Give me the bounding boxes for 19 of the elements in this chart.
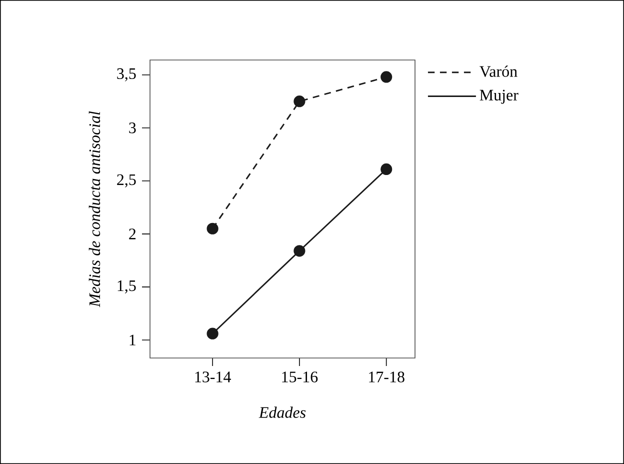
- legend-label: Mujer: [480, 90, 518, 104]
- y-tick-label: 3,5: [117, 68, 136, 82]
- y-tick-label: 3: [129, 122, 136, 134]
- y-tick-label: 1,5: [118, 280, 136, 294]
- legend-label: Varón: [480, 66, 518, 77]
- x-tick-label: 17-18: [369, 372, 404, 382]
- point: [380, 71, 392, 83]
- y-tick-label: 1: [130, 334, 136, 346]
- point: [206, 222, 218, 234]
- point: [294, 96, 306, 108]
- x-tick-label: 13-14: [195, 372, 231, 382]
- point: [380, 163, 392, 176]
- point: [206, 328, 218, 340]
- y-tick-label: 2: [129, 228, 136, 240]
- point: [294, 245, 306, 257]
- y-axis-title: Medias de conducta antisocial: [88, 111, 100, 308]
- x-tick-label: 15-16: [282, 372, 318, 382]
- x-axis-title: Edades: [258, 406, 306, 418]
- y-tick-label: 2,5: [117, 174, 136, 188]
